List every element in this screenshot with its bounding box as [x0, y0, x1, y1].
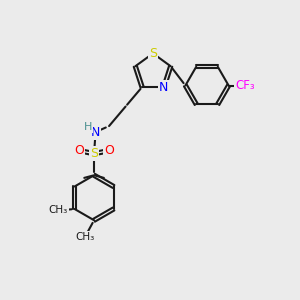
Text: O: O [104, 144, 114, 157]
Text: N: N [159, 80, 169, 94]
Text: CF₃: CF₃ [235, 79, 255, 92]
Text: CH₃: CH₃ [49, 206, 68, 215]
Text: O: O [74, 144, 84, 157]
Text: H: H [84, 122, 92, 132]
Text: CH₃: CH₃ [75, 232, 95, 242]
Text: N: N [91, 125, 100, 139]
Text: S: S [90, 147, 98, 160]
Text: S: S [149, 47, 157, 60]
